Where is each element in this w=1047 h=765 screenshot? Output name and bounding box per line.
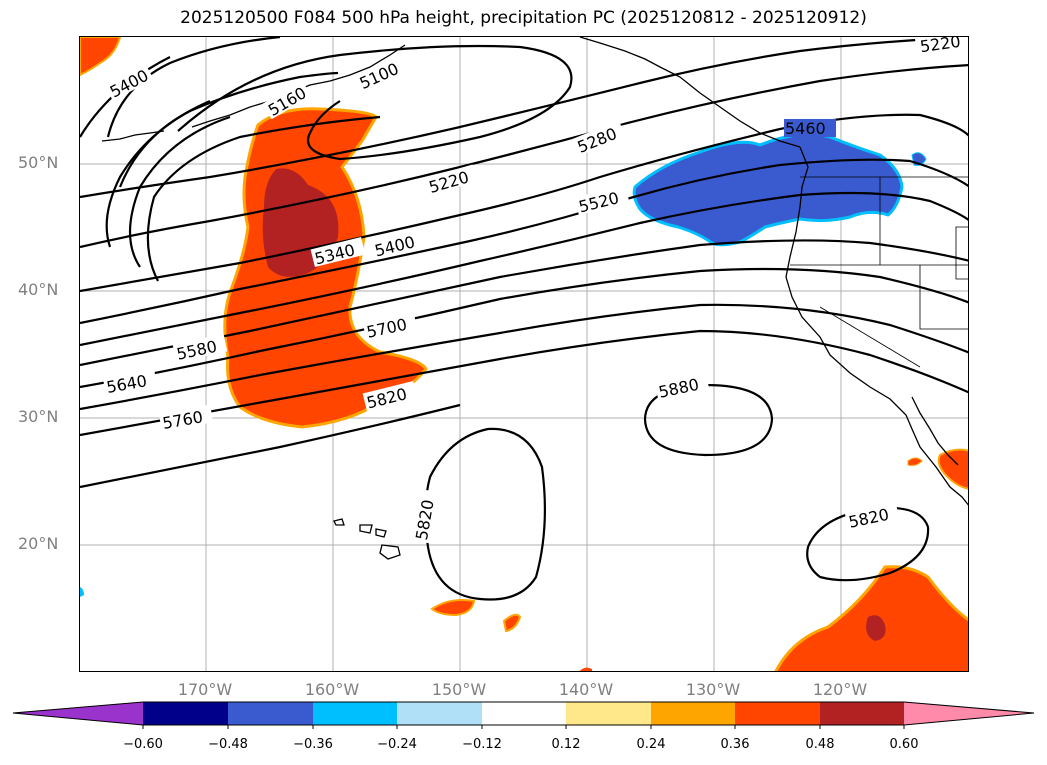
contour-label-5400a: 5400: [107, 66, 152, 102]
precip-positive-small-4: [907, 457, 923, 466]
colorbar-bin-3: [313, 702, 397, 725]
contour-label-5580: 5580: [175, 337, 219, 364]
lon-label-170w: 170°W: [177, 680, 233, 699]
precip-positive-small-1: [430, 599, 476, 617]
lat-label-20n: 20°N: [18, 534, 59, 553]
lon-label-120w: 120°W: [812, 680, 868, 699]
precip-positive-small-3: [579, 667, 592, 671]
contour-label-5700: 5700: [365, 315, 409, 342]
contour-label-5460: 5460: [785, 119, 826, 138]
colorbar-tick-label: −0.60: [123, 737, 163, 752]
contour-label-5640: 5640: [105, 371, 148, 397]
lon-label-150w: 150°W: [431, 680, 487, 699]
lon-label-140w: 140°W: [558, 680, 614, 699]
colorbar-extend-high: [904, 702, 1034, 725]
colorbar-tick-label: 0.24: [636, 737, 666, 752]
contour-label-5220: 5220: [427, 167, 471, 196]
precip-negative-pnw: [632, 132, 904, 247]
colorbar-ticks: [142, 725, 905, 729]
lon-label-130w: 130°W: [685, 680, 741, 699]
contour-label-5880: 5880: [657, 375, 701, 402]
lat-label-30n: 30°N: [18, 407, 59, 426]
map-area[interactable]: 5400 5160 5100 5220 5340 5400 5280 5520 …: [79, 36, 969, 672]
contour-label-5520: 5520: [577, 188, 621, 216]
colorbar-extend-low: [13, 702, 143, 725]
height-contours: [80, 37, 968, 601]
colorbar-bin-8: [735, 702, 820, 725]
colorbar-tick-label: −0.48: [208, 737, 248, 752]
colorbar-tick-label: 0.60: [889, 737, 919, 752]
colorbar-tick-label: 0.12: [551, 737, 581, 752]
contour-label-5100: 5100: [357, 59, 402, 93]
colorbar-bin-5: [482, 702, 566, 725]
colorbar-tick-label: −0.36: [293, 737, 333, 752]
colorbar-bin-2: [228, 702, 313, 725]
colorbar-tick-label: 0.48: [805, 737, 835, 752]
lat-label-40n: 40°N: [18, 280, 59, 299]
lat-label-50n: 50°N: [18, 153, 59, 172]
precip-negative-edge-west: [80, 587, 84, 597]
colorbar-tick-label: 0.36: [720, 737, 750, 752]
contour-label-5760: 5760: [161, 407, 204, 433]
precip-positive-small-2: [502, 613, 522, 633]
precip-positive-baja: [937, 448, 968, 490]
contour-label-5280: 5280: [575, 124, 620, 157]
colorbar-bin-4: [397, 702, 482, 725]
map-title: 2025120500 F084 500 hPa height, precipit…: [180, 8, 867, 28]
colorbar: [12, 701, 1035, 729]
colorbar-tick-label: −0.12: [462, 737, 502, 752]
lon-label-160w: 160°W: [304, 680, 360, 699]
contour-label-5220b: 5220: [919, 37, 962, 56]
colorbar-bin-1: [143, 702, 228, 725]
colorbar-bin-7: [651, 702, 735, 725]
colorbar-bin-9: [820, 702, 904, 725]
precip-positive-corner-nw: [80, 37, 122, 77]
contour-label-5820b: 5820: [412, 498, 438, 541]
contour-label-5820c: 5820: [847, 505, 891, 532]
colorbar-bin-6: [566, 702, 651, 725]
colorbar-tick-label: −0.24: [377, 737, 417, 752]
map-svg: 5400 5160 5100 5220 5340 5400 5280 5520 …: [80, 37, 968, 671]
precip-positive-southeast-core: [866, 615, 886, 641]
